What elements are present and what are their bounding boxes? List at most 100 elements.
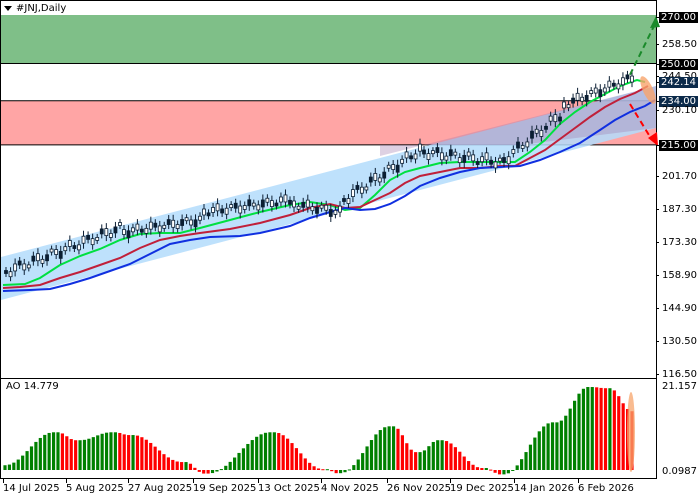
candle-body [558, 116, 562, 122]
candle-body [13, 263, 18, 272]
candle-body [498, 157, 502, 162]
ao-bar [184, 462, 188, 470]
ao-bar [38, 437, 42, 470]
candle-body [58, 250, 63, 259]
ao-bar [131, 435, 135, 470]
candle-body [135, 223, 140, 231]
candle-body [31, 255, 36, 262]
ao-bar [7, 464, 12, 470]
ao-bar [294, 448, 299, 470]
candle-body [502, 157, 506, 163]
candle-body [22, 263, 27, 271]
candle-body [480, 156, 485, 163]
candle-body [493, 161, 498, 169]
ao-bar [65, 436, 69, 470]
ao-bar [109, 432, 113, 470]
candle-body [625, 74, 630, 80]
ao-bar [374, 434, 378, 470]
ao-bar [259, 434, 263, 470]
price-axis-label: 230.10 [662, 104, 697, 116]
ao-bar [25, 451, 29, 470]
candle-body [49, 248, 54, 253]
candle-body [108, 233, 113, 238]
ao-bar [219, 469, 223, 471]
candle-body [233, 202, 238, 209]
date-axis-label: 27 Aug 2025 [128, 483, 193, 494]
candle-body [63, 246, 68, 252]
candle-body [319, 204, 324, 209]
date-axis-label: 4 Nov 2025 [321, 483, 379, 494]
candle-body [144, 227, 149, 234]
ao-bar [427, 446, 431, 470]
candle-body [54, 249, 59, 255]
ao-last-bar-highlight [627, 392, 635, 472]
ao-bar [171, 459, 175, 470]
ao-bar [272, 432, 276, 470]
price-axis-tick [656, 81, 659, 83]
price-axis-tick [656, 43, 659, 45]
candle-body [283, 194, 288, 203]
ao-bar [590, 387, 594, 470]
candle-body [292, 200, 296, 208]
price-axis-label: 116.50 [662, 369, 697, 381]
candle-body [211, 207, 215, 213]
price-axis-label: 144.90 [662, 302, 697, 314]
date-axis-tick [128, 479, 129, 483]
price-axis-label: 201.70 [662, 170, 697, 182]
ao-bar [157, 450, 162, 470]
ao-bar [612, 390, 616, 470]
ao-bar [188, 463, 193, 470]
candle-body [426, 153, 431, 160]
candle-body [99, 228, 104, 235]
candle-body [310, 206, 315, 212]
chart-title[interactable]: #JNJ,Daily [4, 3, 66, 14]
ao-bar [312, 466, 316, 470]
candle-body [346, 198, 351, 204]
candle-body [296, 205, 301, 210]
candle-body [247, 199, 252, 207]
candle-body [148, 221, 153, 230]
candle-body [400, 158, 405, 164]
price-axis-label: 215.00 [659, 139, 698, 151]
candle-body [122, 229, 126, 235]
candle-body [431, 150, 435, 155]
price-axis-tick [656, 144, 659, 146]
price-axis-label: 187.30 [662, 204, 697, 216]
candle-body [305, 199, 310, 208]
target-down-arrow-line [629, 103, 653, 141]
ao-bar [51, 432, 56, 470]
price-axis-tick [656, 63, 659, 65]
candle-body [288, 199, 292, 205]
candle-body [338, 205, 342, 213]
ao-bar [409, 449, 413, 470]
candle-body [553, 114, 558, 123]
candle-body [171, 219, 176, 228]
candle-body [466, 151, 471, 157]
candle-body [506, 156, 511, 165]
price-axis-tick [656, 17, 659, 18]
ao-bar [524, 452, 528, 470]
menu-triangle-icon[interactable] [4, 6, 12, 11]
candle-body [104, 228, 109, 237]
candle-body [86, 235, 90, 240]
ao-bar [104, 432, 109, 470]
candle-body [422, 149, 426, 155]
ao-bar [383, 427, 387, 470]
ao-bar [281, 435, 285, 470]
price-axis-label: 130.50 [662, 336, 697, 348]
candle-body [471, 154, 476, 162]
date-axis-tick [3, 479, 4, 483]
ao-panel[interactable] [0, 378, 657, 479]
ao-bar [215, 470, 219, 472]
ao-bar [180, 462, 184, 470]
ao-bar [387, 426, 391, 470]
candle-body [364, 186, 369, 191]
candle-body [162, 224, 167, 229]
candle-body [333, 209, 338, 215]
ao-bar [162, 454, 166, 470]
ao-axis-bottom: 0.0987 [662, 466, 697, 477]
ao-bar [449, 443, 453, 470]
candle-body [131, 227, 135, 233]
candle-body [548, 115, 553, 122]
candle-body [368, 176, 373, 183]
